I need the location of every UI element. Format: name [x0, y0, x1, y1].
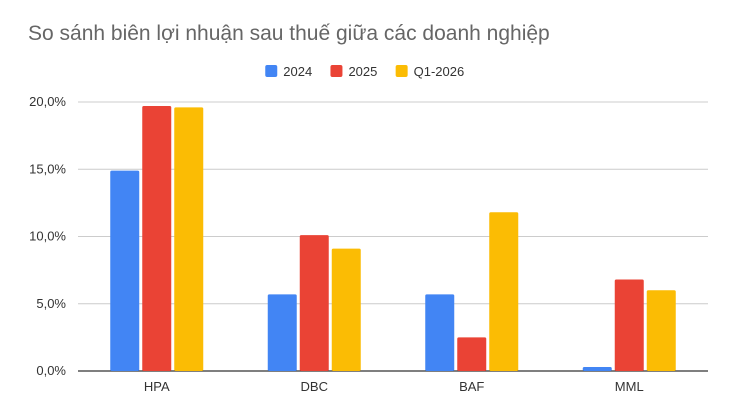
legend-label: Q1-2026: [414, 64, 465, 79]
x-tick-label: HPA: [144, 379, 170, 394]
bars: [110, 106, 676, 371]
y-tick-label: 20,0%: [29, 94, 66, 109]
bar-baf-2025: [457, 337, 487, 371]
legend-swatch-2025: [330, 65, 343, 77]
y-tick-label: 10,0%: [29, 229, 66, 244]
y-axis-ticks: 0,0% 5,0% 10,0% 15,0% 20,0%: [29, 94, 66, 378]
bar-dbc-q1-2026: [331, 248, 361, 371]
legend: 2024 2025 Q1-2026: [265, 64, 464, 79]
legend-swatch-q1-2026: [395, 65, 408, 77]
x-tick-label: MML: [615, 379, 644, 394]
x-axis-ticks: HPA DBC BAF MML: [144, 379, 644, 394]
gridlines: [78, 101, 708, 372]
bar-mml-q1-2026: [646, 290, 676, 371]
bar-baf-2024: [425, 294, 455, 371]
bar-baf-q1-2026: [489, 212, 519, 371]
x-tick-label: BAF: [459, 379, 484, 394]
bar-hpa-q1-2026: [174, 107, 204, 371]
y-tick-label: 15,0%: [29, 161, 66, 176]
bar-dbc-2025: [299, 235, 329, 371]
legend-label: 2025: [348, 64, 377, 79]
legend-swatch-2024: [265, 65, 278, 77]
y-tick-label: 0,0%: [36, 363, 66, 378]
x-tick-label: DBC: [301, 379, 328, 394]
chart-title: So sánh biên lợi nhuận sau thuế giữa các…: [28, 22, 550, 45]
bar-mml-2025: [614, 279, 644, 371]
bar-hpa-2025: [142, 106, 172, 371]
bar-mml-2024: [582, 366, 612, 371]
bar-hpa-2024: [110, 170, 140, 371]
y-tick-label: 5,0%: [36, 296, 66, 311]
bar-dbc-2024: [267, 294, 297, 371]
legend-label: 2024: [283, 64, 312, 79]
